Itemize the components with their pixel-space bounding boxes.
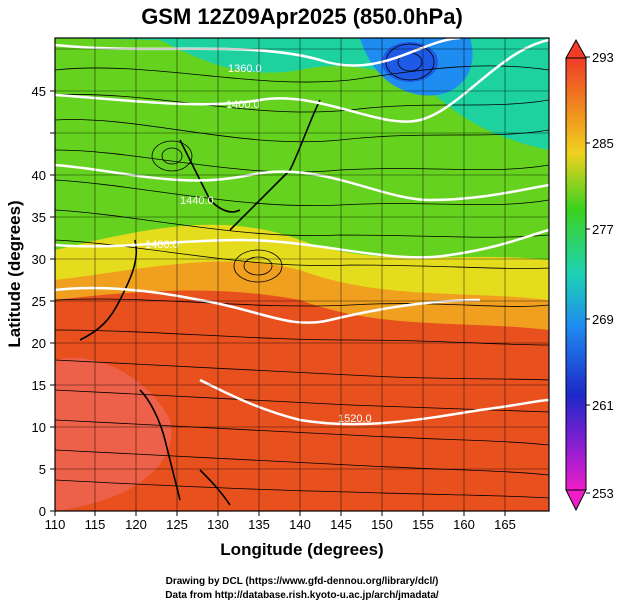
x-tick-120: 120	[125, 517, 147, 532]
x-tick-135: 135	[248, 517, 270, 532]
coastlines	[79, 99, 321, 506]
plot-frame	[54, 37, 550, 512]
y-axis-label: Latitude (degrees)	[5, 200, 24, 347]
contour-label-1520: 1520.0	[338, 413, 372, 425]
y-tick-35: 35	[32, 210, 46, 225]
x-axis-label: Longitude (degrees)	[220, 540, 383, 559]
colorbar-top-arrow	[565, 38, 587, 59]
credit-line-1: Drawing by DCL (https://www.gfd-dennou.o…	[166, 576, 439, 587]
x-tick-160: 160	[453, 517, 475, 532]
y-tick-15: 15	[32, 378, 46, 393]
colorbar-gradient	[565, 57, 587, 491]
contour-label-1440: 1440.0	[180, 195, 214, 207]
x-tick-130: 130	[207, 517, 229, 532]
x-tick-145: 145	[330, 517, 352, 532]
contour-label-1480: 1480.0	[145, 239, 179, 251]
colorbar-label-269: 269	[592, 312, 614, 327]
y-tick-25: 25	[32, 294, 46, 309]
colorbar-label-293: 293	[592, 50, 614, 65]
chart-title: GSM 12Z09Apr2025 (850.0hPa)	[141, 4, 463, 29]
height-contours	[55, 38, 549, 426]
colorbar-bottom-arrow	[565, 489, 587, 512]
x-tick-115: 115	[85, 517, 106, 532]
colorbar-label-261: 261	[592, 398, 614, 413]
wind-streamlines	[55, 43, 549, 499]
credit-line-2: Data from http://database.rish.kyoto-u.a…	[165, 590, 439, 601]
x-tick-140: 140	[289, 517, 311, 532]
x-tick-165: 165	[494, 517, 516, 532]
y-tick-10: 10	[32, 420, 46, 435]
x-tick-125: 125	[166, 517, 188, 532]
colorbar-label-285: 285	[592, 136, 614, 151]
x-tick-155: 155	[412, 517, 434, 532]
x-tick-150: 150	[371, 517, 393, 532]
y-tick-labels: 0 5 10 15 20 25 30 35 40 45	[32, 84, 46, 519]
x-tick-110: 110	[45, 517, 66, 532]
contour-labels: 1360.0 1400.0 1440.0 1480.0 1520.0	[145, 63, 372, 425]
axis-ticks	[50, 90, 506, 516]
y-tick-30: 30	[32, 252, 46, 267]
contour-label-1360: 1360.0	[228, 63, 262, 75]
grid-lines	[55, 38, 549, 511]
colorbar-label-277: 277	[592, 222, 614, 237]
y-tick-20: 20	[32, 336, 46, 351]
y-tick-5: 5	[39, 462, 46, 477]
y-tick-40: 40	[32, 168, 46, 183]
x-tick-labels: 110 115 120 125 130 135 140 145 150 155 …	[45, 517, 516, 532]
y-tick-45: 45	[32, 84, 46, 99]
contour-label-1400: 1400.0	[226, 99, 260, 111]
colorbar: 293 285 277 269 261 253	[565, 38, 614, 512]
colorbar-label-253: 253	[592, 486, 614, 501]
y-tick-0: 0	[39, 504, 46, 519]
